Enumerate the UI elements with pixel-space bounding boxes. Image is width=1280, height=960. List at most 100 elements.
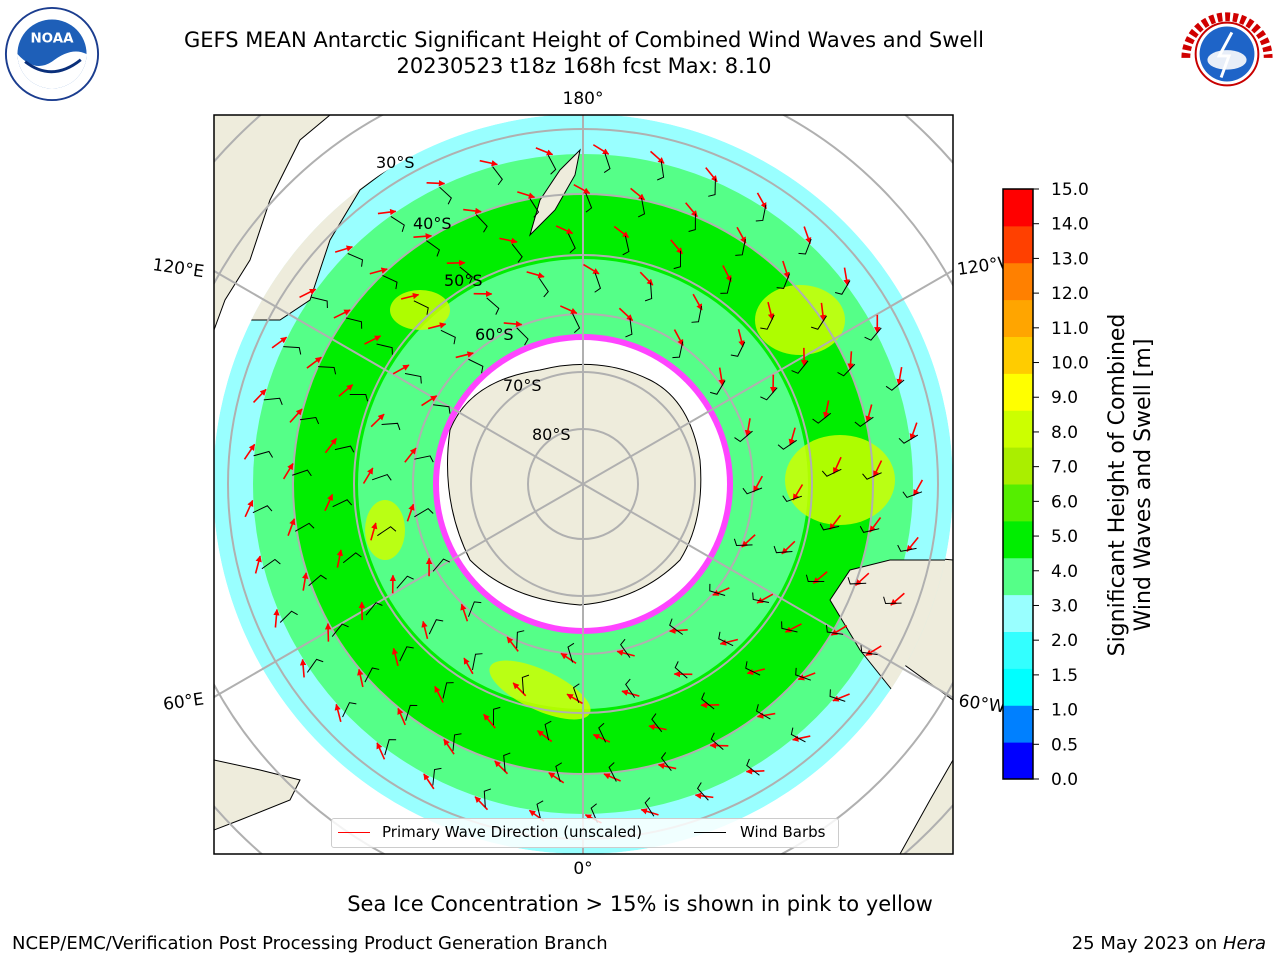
wind-barb: [860, 645, 878, 656]
wind-barb: [382, 274, 398, 290]
wave-arrow: [357, 668, 364, 688]
wind-barb: [854, 416, 874, 428]
wave-arrow: [334, 703, 342, 722]
wave-arrow: [463, 657, 474, 675]
colorbar-frame: [1002, 188, 1034, 780]
wind-barb: [674, 661, 688, 679]
wave-arrow: [803, 226, 812, 245]
wind-barb: [834, 280, 851, 295]
wind-barbs: [252, 153, 923, 824]
colorbar-segment: [1003, 631, 1033, 669]
colorbar-tick-label: 4.0: [1051, 562, 1078, 582]
wave-arrow: [823, 400, 830, 419]
colorbar-tick-label: 11.0: [1051, 319, 1089, 339]
noaa-logo: NOAA: [4, 6, 100, 102]
wind-barb: [864, 327, 882, 341]
colorbar-segment: [1003, 520, 1033, 559]
wave-arrow: [289, 408, 303, 423]
wind-barb: [782, 495, 803, 503]
wave-arrow: [370, 522, 378, 541]
colorbar-tick-label: 7.0: [1051, 458, 1078, 478]
lat-label: 80°S: [532, 425, 571, 444]
wave-legend-label: Primary Wave Direction (unscaled): [382, 823, 643, 841]
wind-barb: [795, 667, 811, 681]
wind-barb: [812, 412, 832, 424]
colorbar-tick-label: 0.0: [1051, 770, 1078, 790]
wave-arrow: [819, 302, 827, 322]
wave-arrow: [376, 742, 386, 760]
wind-barb: [311, 296, 328, 309]
colorbar-segment: [1003, 484, 1033, 522]
wind-barb: [384, 739, 397, 756]
wind-barb: [791, 360, 809, 374]
wave-arrow: [406, 503, 415, 522]
wind-barb: [720, 277, 732, 294]
wind-barb: [404, 372, 422, 384]
wave-arrow: [559, 305, 578, 314]
wave-arrow: [404, 447, 417, 463]
wind-barb: [511, 243, 523, 263]
wind-barb: [669, 618, 684, 635]
colorbar-label-line2: Wind Waves and Swell [m]: [1131, 339, 1156, 632]
wave-legend-swatch: [338, 832, 370, 833]
wind-barb: [428, 619, 444, 635]
wind-barb: [755, 204, 767, 222]
wave-arrow: [499, 237, 518, 244]
latitude-labels: 30°S 40°S 50°S 60°S 70°S 80°S: [376, 153, 571, 444]
wind-barb: [468, 601, 482, 617]
wind-barb: [334, 445, 355, 453]
wave-arrow: [832, 456, 842, 475]
colorbar-segment: [1003, 336, 1033, 374]
lat-label: 40°S: [413, 214, 452, 233]
colorbar-label: Significant Height of Combined Wind Wave…: [1105, 314, 1156, 657]
colorbar-segment: [1003, 262, 1033, 301]
wave-arrow: [483, 713, 496, 729]
wave-arrow: [745, 768, 765, 775]
barb-legend-swatch: [694, 832, 726, 833]
wind-barb: [898, 434, 919, 444]
wave-arrow: [869, 516, 882, 533]
wave-arrow: [397, 707, 406, 726]
barb-legend-label: Wind Barbs: [740, 823, 826, 841]
wind-barb: [625, 678, 636, 698]
wind-barb: [572, 683, 580, 704]
wind-barb: [733, 538, 753, 546]
wave-arrow: [474, 796, 489, 811]
wind-barb: [279, 610, 298, 623]
wave-arrow: [336, 549, 343, 568]
colorbar-segment: [1003, 225, 1033, 264]
wave-arrow: [722, 265, 732, 283]
wave-arrow: [865, 404, 873, 423]
wave-arrow: [847, 351, 854, 370]
wave-arrow: [737, 328, 745, 348]
wind-barb: [503, 752, 511, 772]
wind-barb: [396, 575, 414, 589]
wave-arrow: [324, 437, 338, 454]
wind-barb: [821, 468, 842, 477]
wave-arrow: [797, 672, 816, 681]
wind-barb: [608, 762, 617, 782]
wave-arrow: [630, 187, 646, 201]
chart-title: GEFS MEAN Antarctic Significant Height o…: [183, 28, 985, 52]
wind-barb: [399, 646, 414, 662]
map-legend: Primary Wave Direction (unscaled) Wind B…: [331, 818, 839, 848]
noaa-logo-text: NOAA: [30, 31, 74, 46]
wave-arrow: [603, 773, 621, 782]
wave-arrow: [756, 712, 776, 719]
colorbar-segment: [1003, 594, 1033, 632]
wave-arrow: [909, 422, 918, 441]
lat-label: 60°S: [475, 325, 514, 344]
wind-barb: [657, 161, 665, 181]
wave-arrow: [746, 668, 766, 676]
wave-arrow: [421, 620, 429, 640]
wind-barb: [859, 526, 880, 533]
colorbar-segment: [1003, 705, 1033, 743]
wave-arrow: [369, 267, 388, 275]
wind-barb: [440, 329, 456, 345]
colorbar-tick-label: 14.0: [1051, 215, 1089, 235]
colorbar-tick-label: 2.0: [1051, 631, 1078, 651]
wind-barb: [760, 387, 778, 401]
wind-barb: [442, 682, 454, 699]
footer-host: Hera: [1222, 933, 1266, 954]
colorbar-segment: [1003, 668, 1033, 706]
